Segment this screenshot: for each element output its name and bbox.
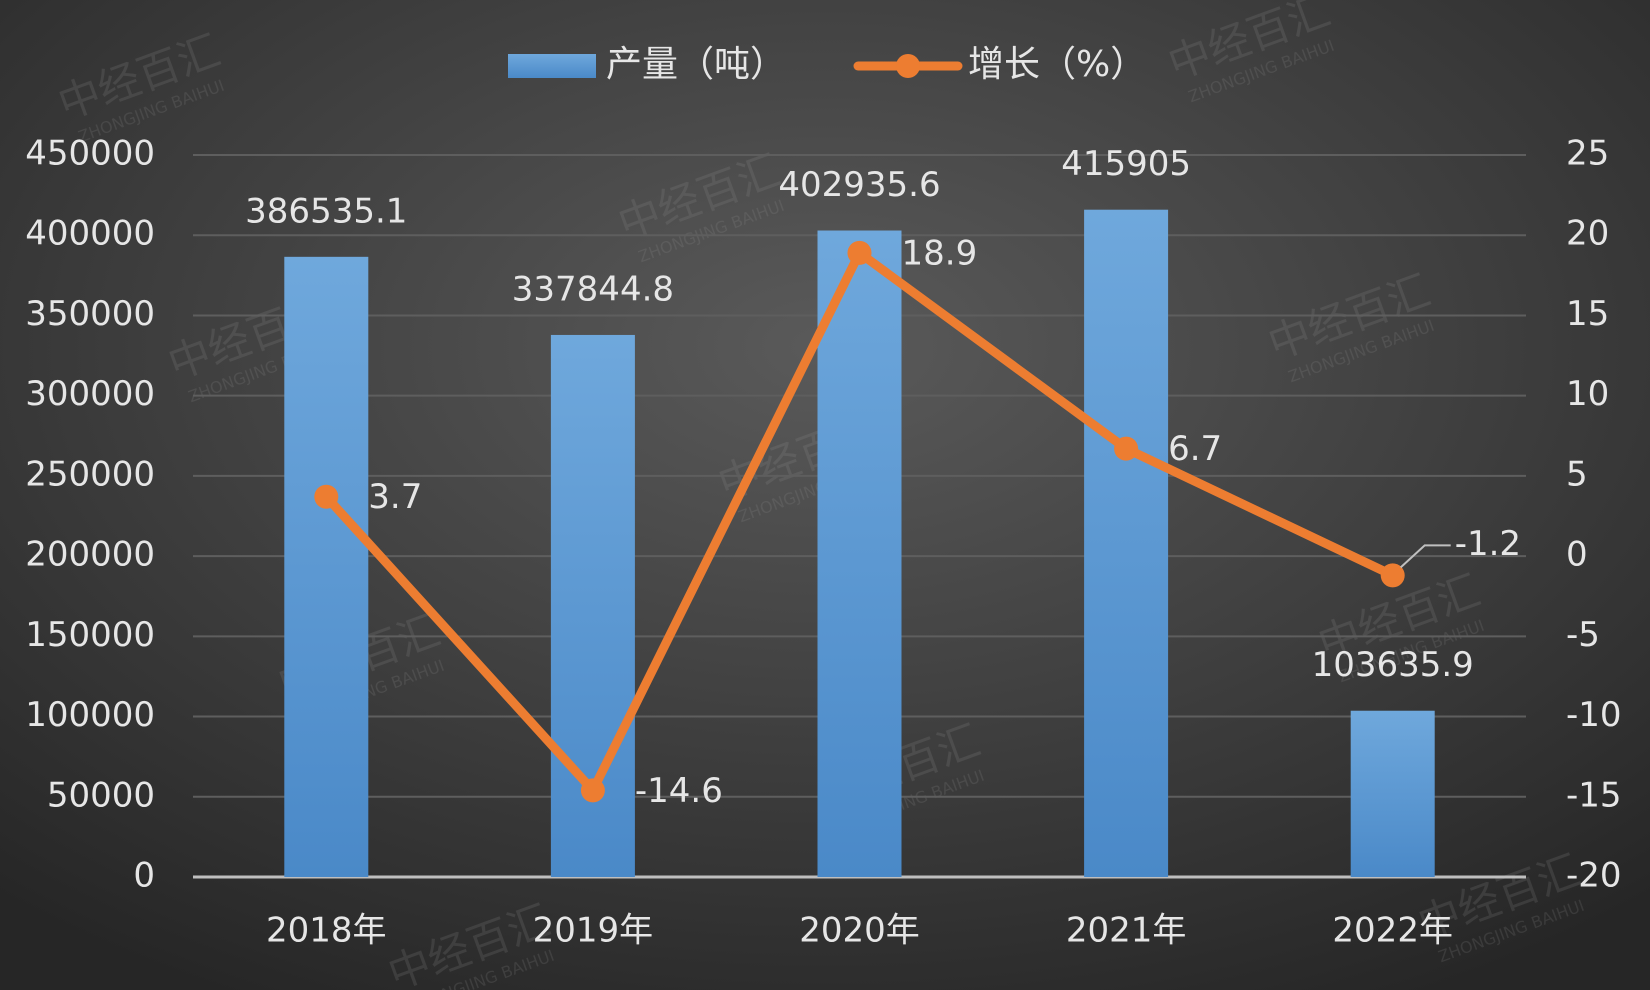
legend-swatch bbox=[508, 54, 596, 78]
y-tick-label: 50000 bbox=[47, 775, 155, 815]
legend-label: 产量（吨） bbox=[606, 44, 786, 85]
line-value-label: 3.7 bbox=[368, 477, 422, 517]
bar-value-label: 337844.8 bbox=[512, 269, 674, 309]
y-tick-label: 0 bbox=[133, 856, 155, 896]
y2-tick-label: -15 bbox=[1566, 775, 1622, 815]
y2-tick-label: 15 bbox=[1566, 294, 1609, 334]
bar-value-label: 415905 bbox=[1061, 144, 1191, 184]
y2-tick-label: 5 bbox=[1566, 454, 1588, 494]
y-tick-label: 350000 bbox=[25, 294, 155, 334]
y-tick-label: 450000 bbox=[25, 134, 155, 174]
y-tick-label: 100000 bbox=[25, 695, 155, 735]
line-value-label: -14.6 bbox=[635, 771, 723, 811]
bar-value-label: 386535.1 bbox=[245, 191, 407, 231]
x-tick-label: 2019年 bbox=[533, 911, 654, 951]
x-tick-label: 2021年 bbox=[1066, 911, 1187, 951]
y2-tick-label: 0 bbox=[1566, 535, 1588, 575]
line-value-label: 18.9 bbox=[902, 233, 978, 273]
y-tick-label: 200000 bbox=[25, 535, 155, 575]
x-tick-label: 2020年 bbox=[799, 911, 920, 951]
y2-tick-label: 20 bbox=[1566, 214, 1609, 254]
bar bbox=[1084, 209, 1169, 877]
line-value-label: 6.7 bbox=[1168, 429, 1222, 469]
y-tick-label: 150000 bbox=[25, 615, 155, 655]
legend-marker bbox=[896, 54, 920, 78]
bar-value-label: 402935.6 bbox=[778, 165, 940, 205]
bar bbox=[817, 230, 902, 878]
y-tick-label: 400000 bbox=[25, 214, 155, 254]
y2-tick-label: -20 bbox=[1566, 856, 1622, 896]
line-point bbox=[580, 778, 605, 803]
leader-line bbox=[1400, 544, 1451, 569]
line-point bbox=[314, 484, 339, 509]
y2-tick-label: -10 bbox=[1566, 695, 1622, 735]
y2-tick-label: 25 bbox=[1566, 134, 1609, 174]
y-tick-label: 250000 bbox=[25, 454, 155, 494]
line-value-label: -1.2 bbox=[1455, 524, 1521, 564]
line-point bbox=[1380, 563, 1405, 588]
legend-label: 增长（%） bbox=[968, 44, 1146, 85]
y2-tick-label: -5 bbox=[1566, 615, 1600, 655]
line-point bbox=[1114, 436, 1139, 461]
y2-tick-label: 10 bbox=[1566, 374, 1609, 414]
bar bbox=[284, 256, 369, 877]
bar bbox=[1350, 710, 1435, 877]
x-tick-label: 2022年 bbox=[1332, 911, 1453, 951]
line-point bbox=[847, 240, 872, 265]
y-tick-label: 300000 bbox=[25, 374, 155, 414]
bar-value-label: 103635.9 bbox=[1312, 645, 1474, 685]
x-tick-label: 2018年 bbox=[266, 911, 387, 951]
